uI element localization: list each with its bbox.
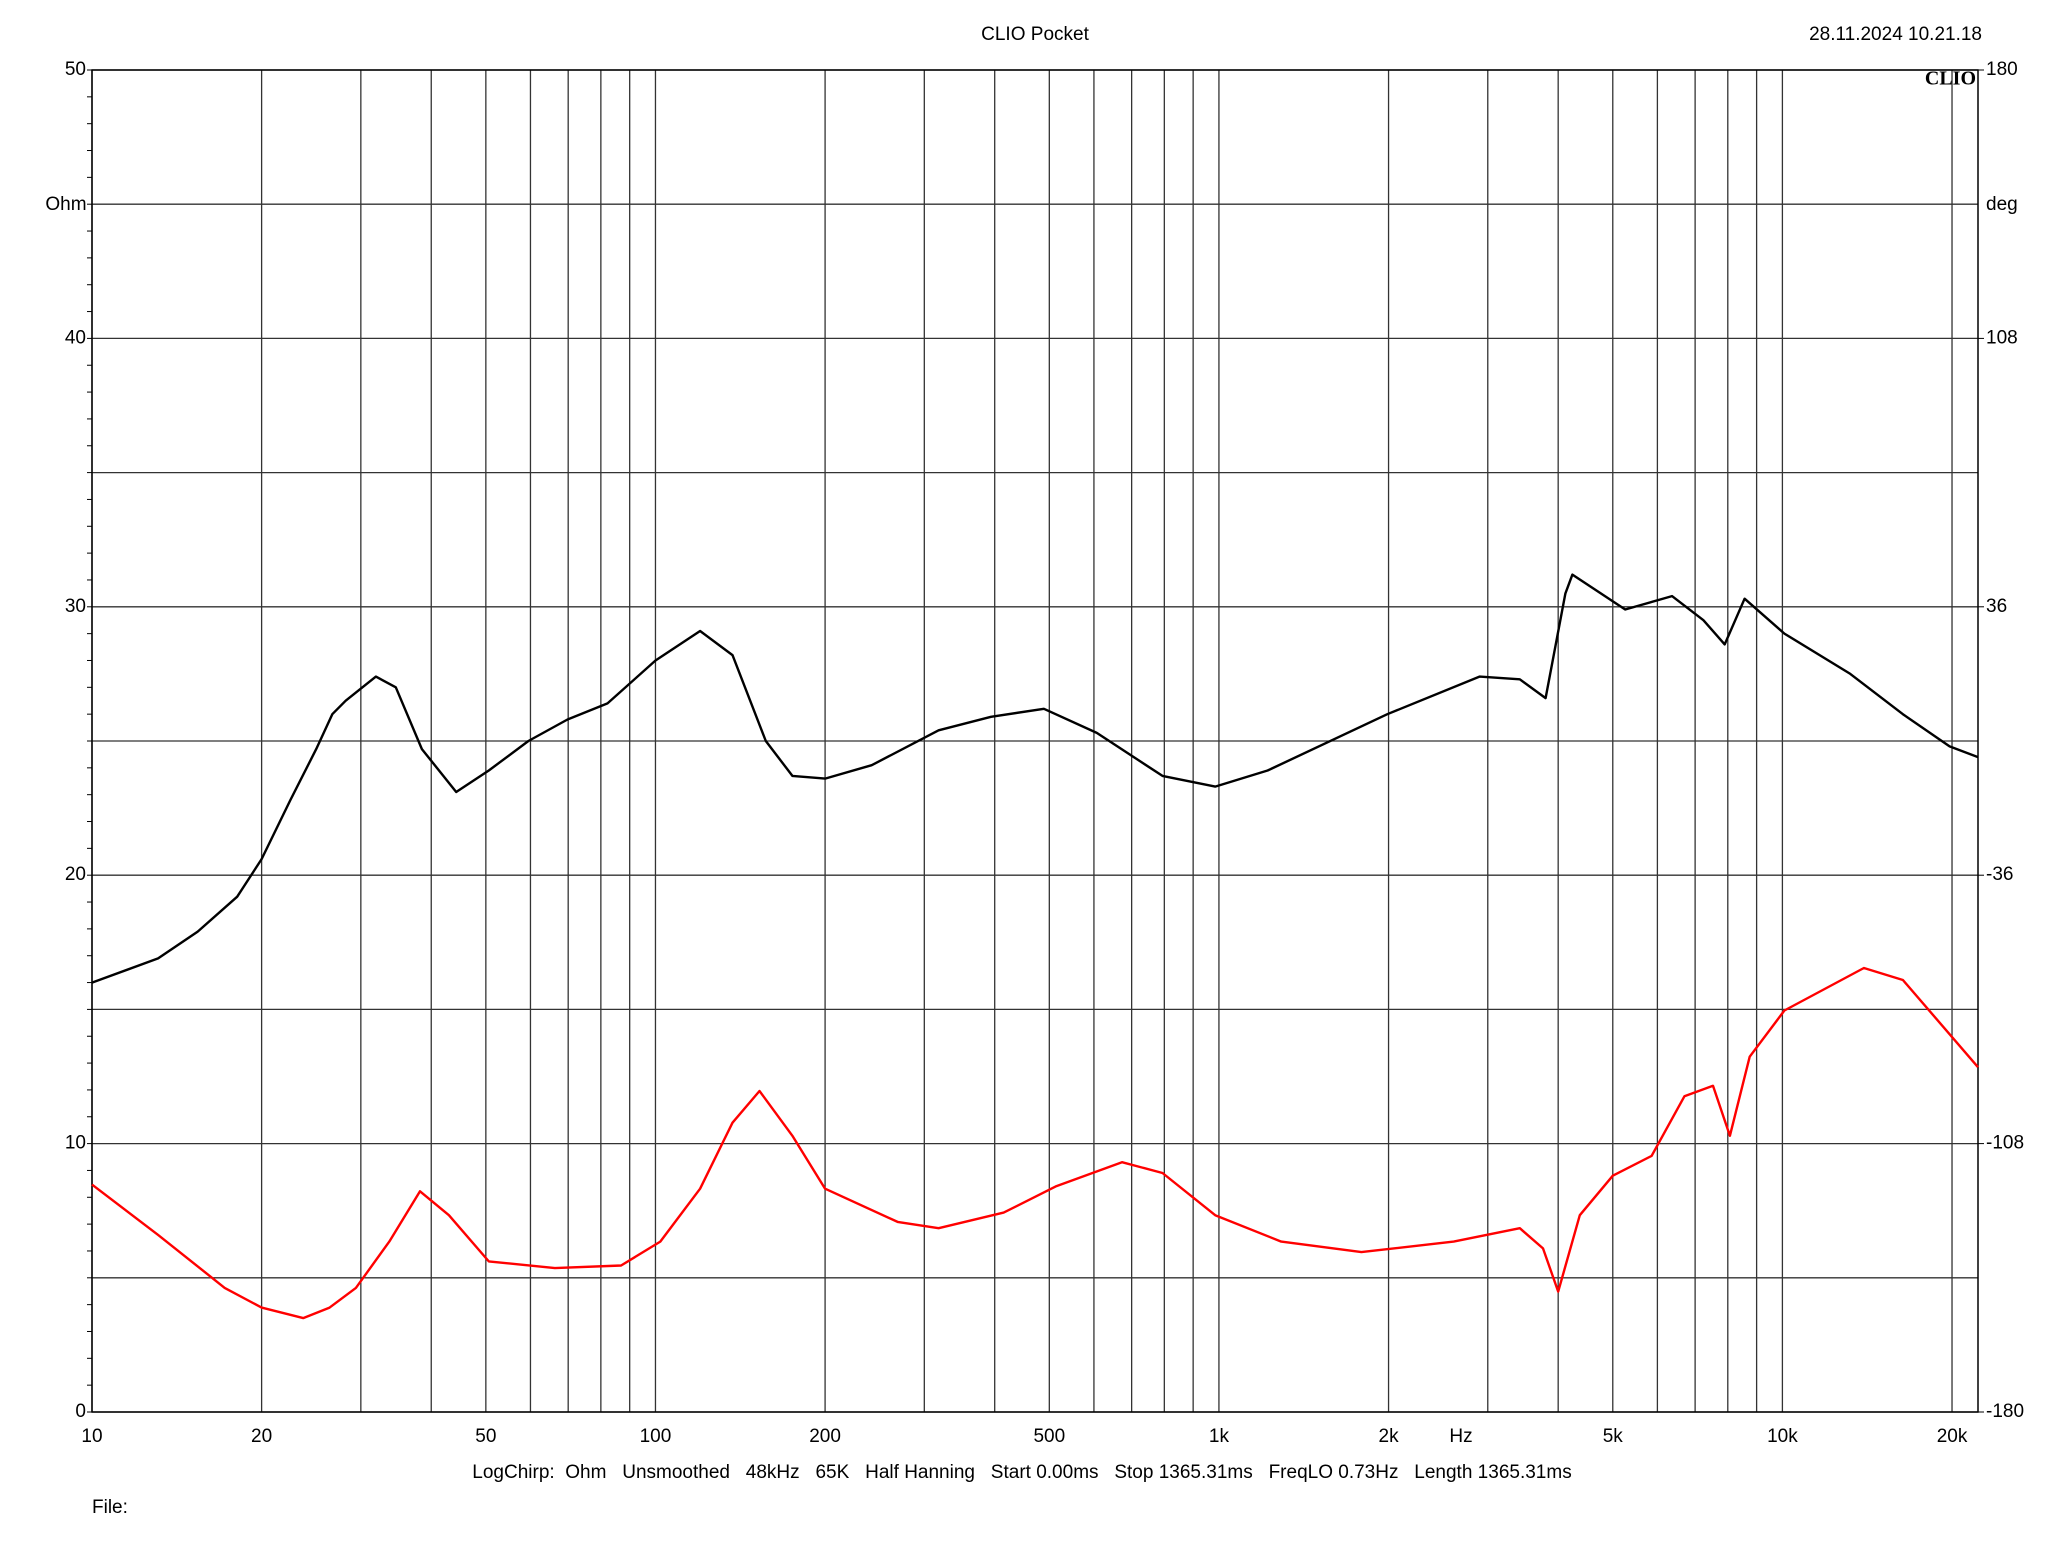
x-tick-label: 50 <box>475 1426 496 1447</box>
footer: LogChirp: Ohm Unsmoothed 48kHz 65K Half … <box>472 1462 1571 1483</box>
x-tick-label: 20k <box>1937 1426 1968 1447</box>
y2-axis-label: deg <box>1986 194 2018 215</box>
y2-tick-label: 108 <box>1986 327 2018 348</box>
x-tick-label: 10k <box>1767 1426 1798 1447</box>
plot-frame <box>91 69 1979 1413</box>
y2-tick-label: -108 <box>1986 1133 2024 1154</box>
x-tick-label: 2k <box>1379 1426 1400 1447</box>
x-tick-label: 200 <box>809 1426 841 1447</box>
logo: CLIO <box>1925 68 1976 90</box>
x-tick-label: 1k <box>1209 1426 1230 1447</box>
y-tick-label: 50 <box>65 59 86 80</box>
y2-tick-label: -36 <box>1986 864 2013 885</box>
y2-tick-label: 36 <box>1986 596 2007 617</box>
y-axis-label: Ohm <box>45 194 86 215</box>
y-tick-label: 40 <box>65 327 86 348</box>
y-tick-label: 10 <box>65 1133 86 1154</box>
y2-tick-label: -180 <box>1986 1401 2024 1422</box>
file-label: File: <box>92 1497 128 1518</box>
x-tick-label: 500 <box>1033 1426 1065 1447</box>
y-tick-label: 30 <box>65 596 86 617</box>
y2-tick-label: 180 <box>1986 59 2018 80</box>
y-tick-label: 0 <box>75 1401 86 1422</box>
series-line <box>91 966 1979 1320</box>
y-tick-label: 20 <box>65 864 86 885</box>
x-tick-label: 20 <box>251 1426 272 1447</box>
x-axis-label: Hz <box>1449 1426 1472 1447</box>
series-line <box>91 573 1979 984</box>
timestamp: 28.11.2024 10.21.18 <box>1809 24 1982 45</box>
x-tick-label: 10 <box>81 1426 102 1447</box>
x-tick-label: 5k <box>1603 1426 1624 1447</box>
chart-title: CLIO Pocket <box>981 24 1089 45</box>
x-tick-label: 100 <box>640 1426 672 1447</box>
